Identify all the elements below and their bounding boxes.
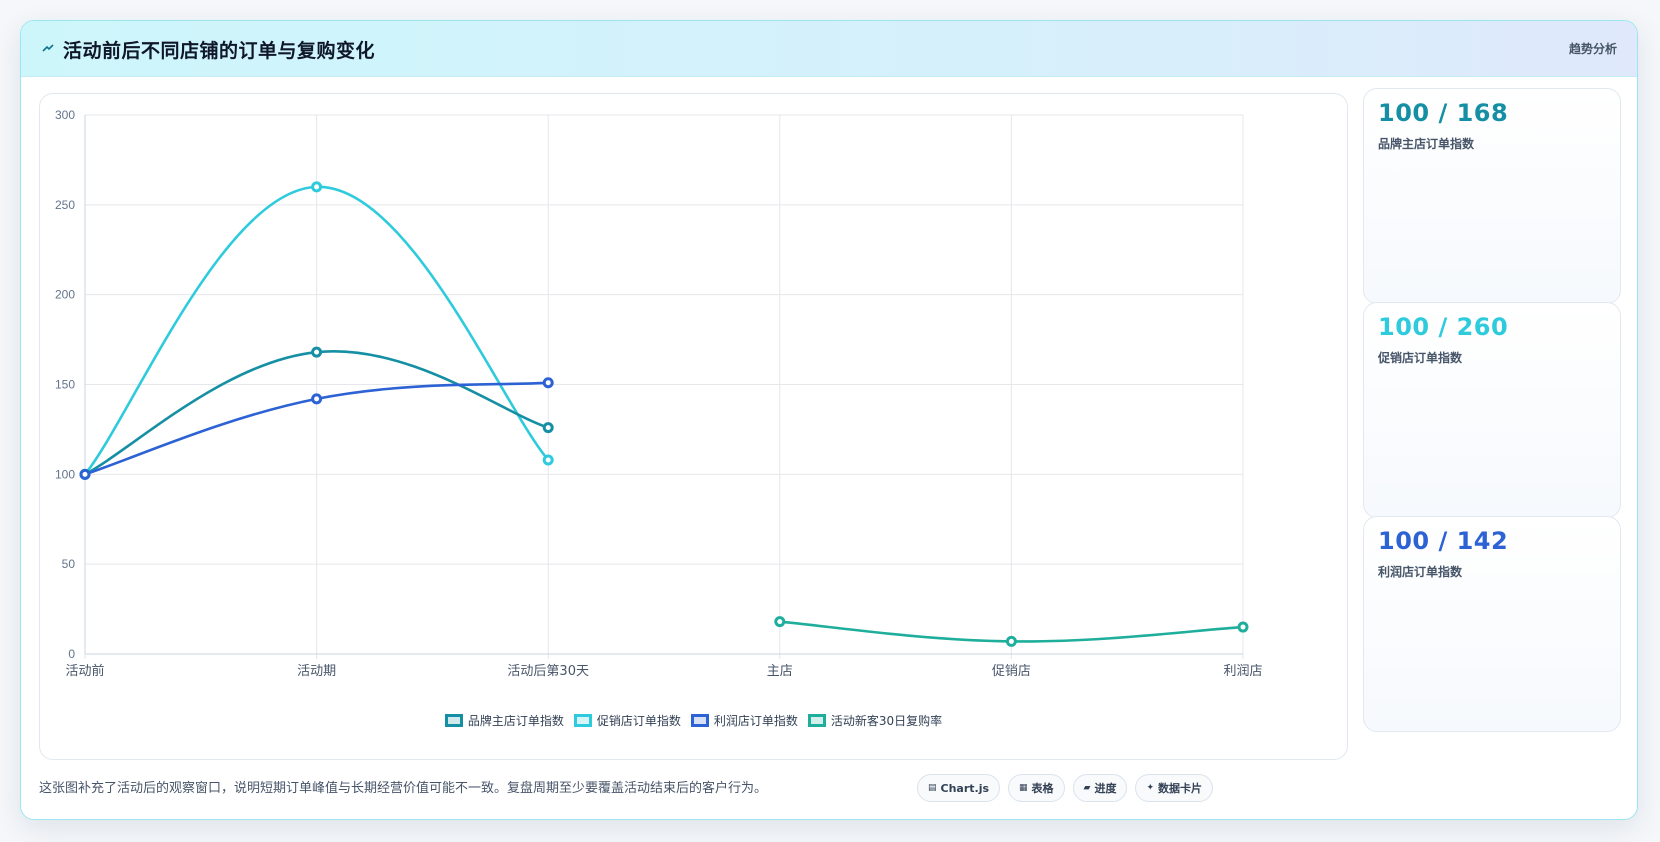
stat-label: 品牌主店订单指数 xyxy=(1378,137,1475,151)
x-tick-label: 活动前 xyxy=(65,663,104,679)
y-tick-label: 100 xyxy=(55,467,75,481)
chip-table[interactable]: ▦ 表格 xyxy=(1008,774,1065,802)
sparkle-icon: ✦ xyxy=(1146,783,1155,793)
chip-label: Chart.js xyxy=(940,781,990,795)
y-tick-label: 150 xyxy=(55,378,75,392)
stat-value: 100 / 142 xyxy=(1378,527,1509,555)
chip-bar: ▤ Chart.js ▦ 表格 ▰ 进度 ✦ 数据卡片 xyxy=(917,774,1214,802)
card-header: 活动前后不同店铺的订单与复购变化 趋势分析 xyxy=(21,21,1637,77)
trend-analysis-tag[interactable]: 趋势分析 xyxy=(1568,42,1617,56)
chart-panel: 0 50 100 150 200 250 300 活动前 活动期 活动后第30天 主店 促销店 利润店 … xyxy=(39,93,1348,760)
y-tick-label: 200 xyxy=(55,288,75,302)
data-point xyxy=(1237,621,1249,633)
chip-progress[interactable]: ▰ 进度 xyxy=(1072,774,1128,802)
chip-label: 表格 xyxy=(1031,782,1054,795)
footer-note: 这张图补充了活动后的观察窗口，说明短期订单峰值与长期经营价值可能不一致。复盘周期… xyxy=(39,781,768,796)
stat-card-promo: 100 / 260 促销店订单指数 xyxy=(1363,302,1621,518)
stat-card-brand: 100 / 168 品牌主店订单指数 xyxy=(1363,88,1621,304)
legend-label: 品牌主店订单指数 xyxy=(467,714,564,728)
y-tick-label: 50 xyxy=(62,557,76,571)
chart-card: 活动前后不同店铺的订单与复购变化 趋势分析 0 50 100 150 200 250 300… xyxy=(20,20,1638,820)
page-title: 活动前后不同店铺的订单与复购变化 xyxy=(63,40,376,62)
legend-item[interactable]: 品牌主店订单指数 xyxy=(444,712,564,729)
stat-value: 100 / 168 xyxy=(1378,99,1509,127)
legend-label: 活动新客30日复购率 xyxy=(830,714,943,728)
legend-swatch xyxy=(690,714,709,727)
y-tick-label: 0 xyxy=(68,647,75,661)
legend-label: 利润店订单指数 xyxy=(713,714,798,728)
data-point xyxy=(79,468,91,480)
trend-icon xyxy=(42,44,54,52)
data-point xyxy=(311,346,323,358)
chart-legend: 品牌主店订单指数 促销店订单指数 利润店订单指数 活动新客30日复购率 xyxy=(40,712,1347,730)
x-tick-label: 活动期 xyxy=(297,664,336,679)
x-tick-label: 促销店 xyxy=(992,664,1031,679)
legend-swatch xyxy=(444,714,463,727)
stat-label: 促销店订单指数 xyxy=(1378,351,1463,365)
stat-value: 100 / 260 xyxy=(1378,313,1509,341)
progress-icon: ▰ xyxy=(1083,783,1091,793)
legend-item[interactable]: 活动新客30日复购率 xyxy=(807,712,943,729)
data-point xyxy=(542,377,554,389)
legend-label: 促销店订单指数 xyxy=(596,714,681,728)
data-point xyxy=(542,422,554,434)
chip-label: 进度 xyxy=(1094,782,1117,795)
chip-label: 数据卡片 xyxy=(1158,782,1203,795)
y-tick-label: 250 xyxy=(55,198,75,212)
data-point xyxy=(774,616,786,628)
data-point xyxy=(311,393,323,405)
x-tick-label: 主店 xyxy=(767,664,793,679)
line-chart: 0 50 100 150 200 250 300 活动前 活动期 活动后第30天 主店 促销店 利润店 xyxy=(55,108,1263,679)
data-point xyxy=(1005,635,1017,647)
chip-chartjs[interactable]: ▤ Chart.js xyxy=(917,774,1001,802)
stat-card-profit: 100 / 142 利润店订单指数 xyxy=(1363,516,1621,732)
y-tick-label: 300 xyxy=(55,108,75,122)
legend-swatch xyxy=(573,714,592,727)
x-tick-label: 活动后第30天 xyxy=(507,664,589,679)
legend-swatch xyxy=(807,714,826,727)
data-point xyxy=(542,454,554,466)
x-tick-label: 利润店 xyxy=(1223,664,1262,679)
legend-item[interactable]: 促销店订单指数 xyxy=(573,712,681,729)
chart-icon: ▤ xyxy=(928,783,937,793)
data-point xyxy=(311,181,323,193)
chip-data-cards[interactable]: ✦ 数据卡片 xyxy=(1135,774,1214,802)
table-icon: ▦ xyxy=(1019,783,1028,793)
legend-item[interactable]: 利润店订单指数 xyxy=(690,712,798,729)
stat-label: 利润店订单指数 xyxy=(1378,565,1463,579)
